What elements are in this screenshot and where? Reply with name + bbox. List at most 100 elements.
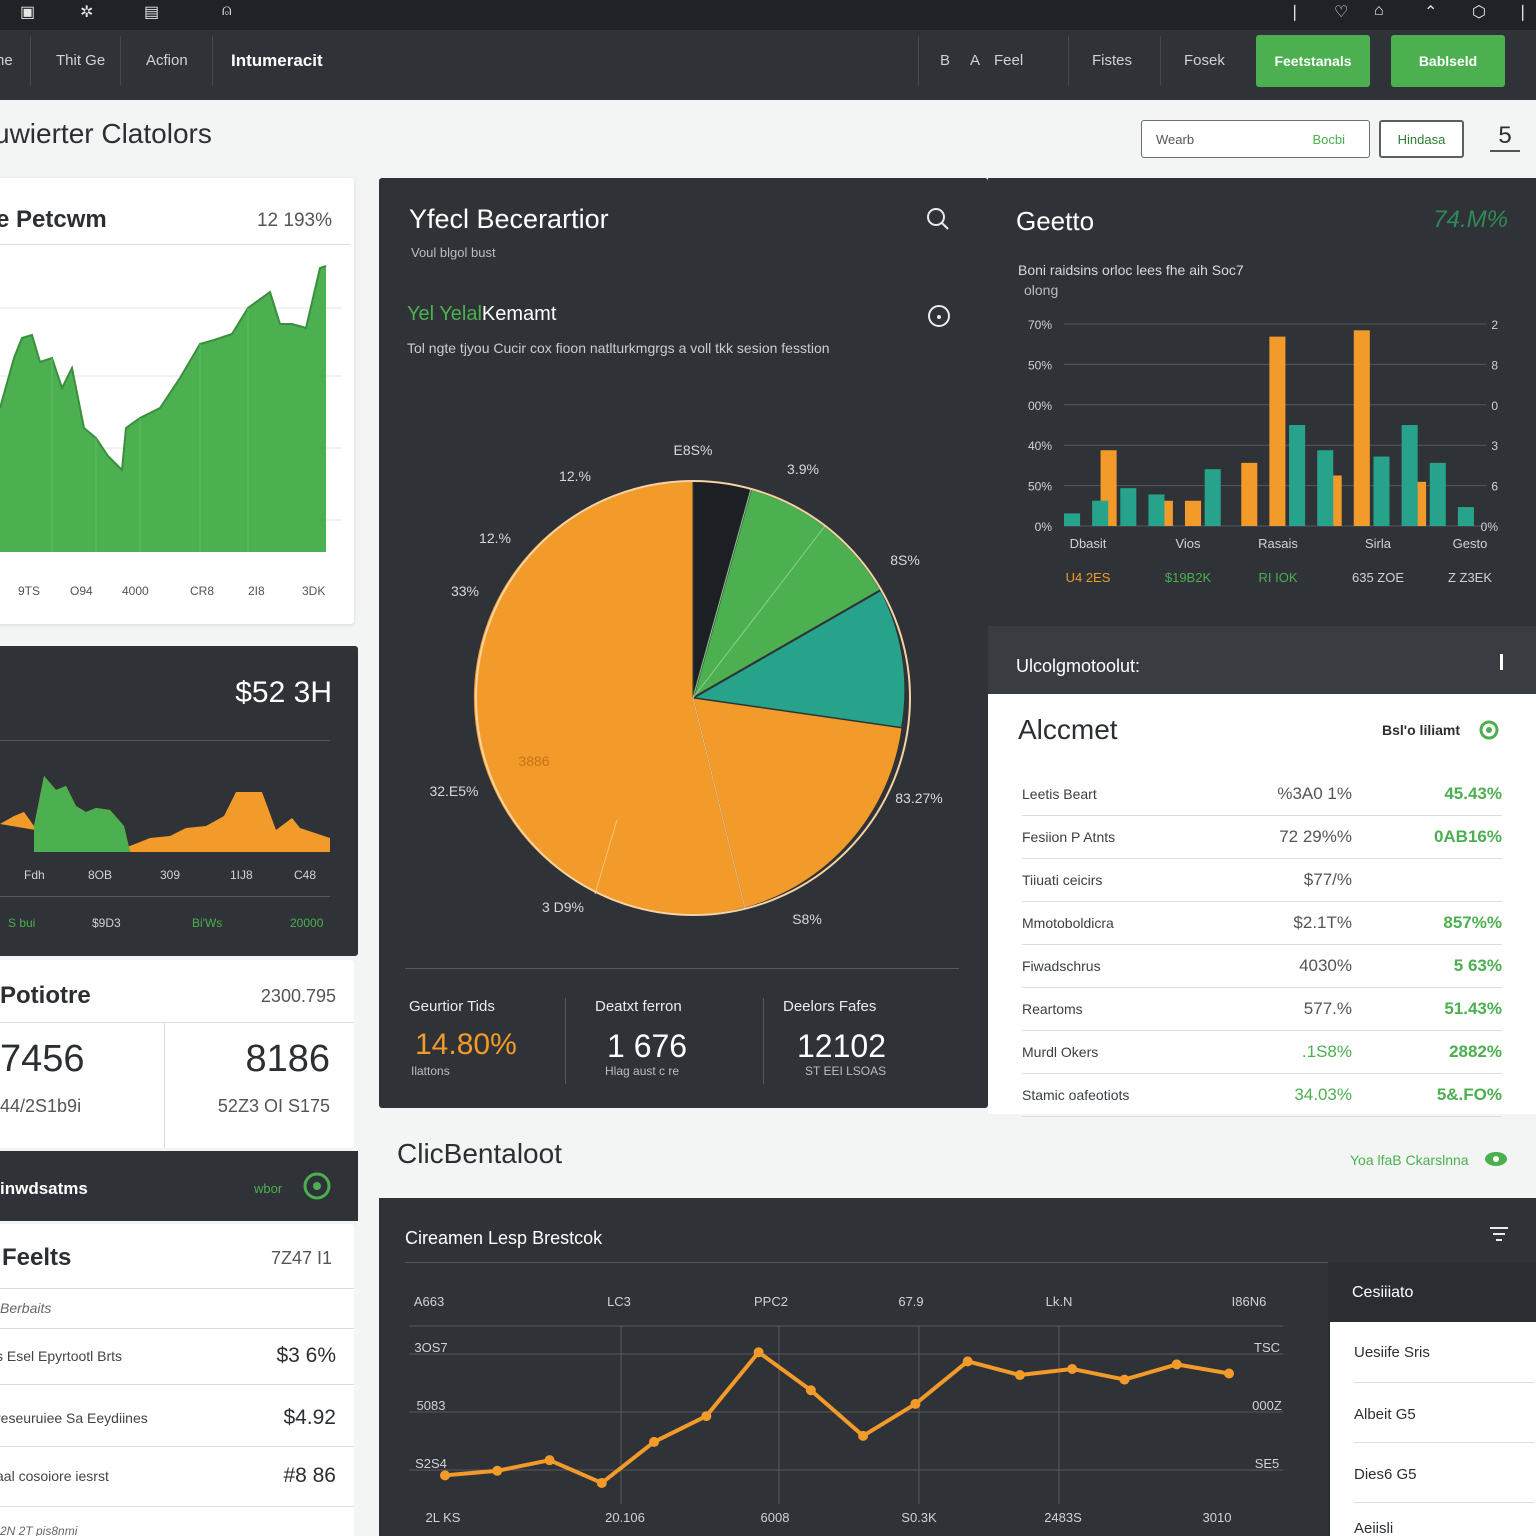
side-list-item[interactable]: Uesiife Sris (1354, 1344, 1430, 1361)
line-chart-panel: Cireamen Lesp Brestcok A663 LC3 PPC2 67.9 Lk… (379, 1198, 1536, 1536)
performance-title: e Petcwm (0, 206, 107, 233)
pie-label: 3886 (518, 753, 549, 769)
row-label: Fesiion P Atnts (1022, 829, 1116, 845)
grid-icon[interactable]: ▤ (144, 4, 160, 21)
y-tick-label: 00% (1028, 399, 1052, 413)
performance-area-chart (0, 265, 342, 552)
user-icon[interactable]: ⍝ (222, 2, 232, 19)
search-button-label[interactable]: Bocbi (1312, 132, 1345, 147)
allocation-header: Ulcolgmotoolut: (1016, 656, 1141, 676)
divider (0, 1022, 354, 1023)
bar (1064, 513, 1081, 526)
geetto-panel: Geetto 74.M% Boni raidsins orloc lees fh… (988, 178, 1536, 626)
side-list-item[interactable]: Dies6 G5 (1354, 1466, 1417, 1483)
stat-value: 14.80% (415, 1028, 517, 1061)
more-icon[interactable] (1500, 654, 1503, 670)
settings-circle-icon[interactable] (1478, 719, 1500, 741)
refresh-icon[interactable] (302, 1171, 332, 1201)
row-label: Murdl Okers (1022, 1044, 1099, 1060)
system-top-bar: ▣ ✲ ▤ ⍝ ❘ ♡ ⌂ ⌃ ⬡ ❘ (0, 0, 1536, 30)
allocation-row[interactable]: Fesiion P Atnts 72 29%% 0AB16% (1022, 817, 1502, 859)
row-change: 0AB16% (1433, 827, 1502, 846)
allocation-row[interactable]: Reartoms 577.% 51.43% (1022, 989, 1502, 1031)
data-point (544, 1455, 555, 1466)
side-list-item[interactable]: Albeit G5 (1354, 1406, 1416, 1423)
main-nav-bar: he Thit Ge Acfion Intumeracit B A Feel F… (0, 30, 1536, 100)
x-tick-label: 2L KS (426, 1510, 461, 1525)
nav-item-fosek[interactable]: Fosek (1184, 52, 1225, 69)
nav-item-instrument[interactable]: Intumeracit (231, 51, 323, 70)
nav-item-fistes[interactable]: Fistes (1092, 52, 1133, 69)
row-label: Leetis Beart (1022, 786, 1097, 802)
bottom-section-title: ClicBentaloot (397, 1138, 562, 1169)
allocation-row[interactable]: Murdl Okers .1S8% 2882% (1022, 1032, 1502, 1074)
x-tick-label: 20.106 (605, 1510, 645, 1525)
lock-icon[interactable]: ⌂ (1374, 2, 1384, 19)
allocation-row[interactable]: Tiiuati ceicirs $77/% (1022, 860, 1502, 902)
chart-icon[interactable]: ▣ (20, 4, 36, 21)
nav-item-b[interactable]: B (940, 52, 951, 69)
top-label: I86N6 (1232, 1294, 1267, 1309)
info-circle-icon[interactable] (927, 304, 951, 328)
data-point (649, 1436, 660, 1447)
row-label: Tiiuati ceicirs (1022, 872, 1103, 888)
divider (405, 968, 959, 969)
bottom-label: Bi'Ws (192, 916, 223, 930)
portfolio-right-value: 8186 (245, 1038, 330, 1080)
y-tick-label-right: 8 (1491, 358, 1498, 372)
data-point (1014, 1370, 1025, 1381)
portfolio-title: Potiotre (0, 982, 91, 1009)
secondary-nav-button[interactable]: Bablseld (1391, 35, 1505, 87)
portfolio-right-sub: 52Z3 OI S175 (217, 1096, 330, 1116)
nav-item-feel[interactable]: Feel (994, 52, 1024, 69)
home-icon[interactable]: ⌃ (1424, 4, 1438, 21)
row-label: Reartoms (1022, 1001, 1083, 1017)
geetto-value: 74.M% (1433, 206, 1508, 233)
heart-icon[interactable]: ♡ (1334, 4, 1349, 21)
sparkle-icon[interactable]: ✲ (80, 4, 94, 21)
instruments-link[interactable]: wbor (254, 1181, 283, 1196)
bar (1373, 456, 1390, 526)
allocation-row[interactable]: Stamic oafeotiots 34.03% 5&.FO% (1022, 1075, 1502, 1117)
row-value: 72 29%% (1279, 827, 1352, 846)
nav-item-action[interactable]: Acfion (146, 52, 188, 69)
stat-label: Geurtior Tids (409, 998, 495, 1015)
row-change: 51.43% (1444, 999, 1502, 1018)
data-point (701, 1411, 712, 1422)
bar (1353, 330, 1370, 526)
bottom-section-link[interactable]: Yoa lfaB Ckarslnna (1350, 1152, 1469, 1168)
nav-item-a[interactable]: A (970, 52, 981, 69)
primary-nav-button[interactable]: Feetstanals (1256, 35, 1370, 87)
axis-label: 309 (160, 868, 181, 882)
shield-icon[interactable]: ⬡ (1472, 4, 1486, 21)
divider (1354, 1442, 1534, 1443)
allocation-row[interactable]: Fiwadschrus 4030% 5 63% (1022, 946, 1502, 988)
info-icon[interactable]: ❘ (1288, 4, 1302, 21)
allocation-link[interactable]: Bsl'o liliamt (1382, 722, 1461, 738)
eye-icon[interactable] (1484, 1150, 1508, 1168)
bar (1269, 336, 1286, 526)
allocation-row[interactable]: Leetis Beart %3A0 1% 45.43% (1022, 774, 1502, 816)
side-list-item[interactable]: Aeiisli (1354, 1520, 1394, 1536)
row-change: 857%% (1443, 913, 1502, 932)
menu-icon[interactable]: ❘ (1516, 4, 1530, 21)
nav-item-home[interactable]: he (0, 52, 13, 69)
bottom-value: U4 2ES (1066, 570, 1111, 585)
top-label: Lk.N (1046, 1294, 1073, 1309)
data-point (1067, 1363, 1078, 1374)
pie-label: 32.E5% (429, 783, 478, 799)
menu-toggle-icon[interactable] (1487, 1222, 1511, 1244)
allocation-row[interactable]: Mmotoboldicra $2.1T% 857%% (1022, 903, 1502, 945)
data-point (805, 1385, 816, 1396)
feels-row-value: $3 6% (276, 1344, 336, 1367)
nav-item-thit-ge[interactable]: Thit Ge (56, 52, 106, 69)
line-panel-title: Cireamen Lesp Brestcok (405, 1228, 603, 1248)
filter-button[interactable]: Hindasa (1379, 120, 1464, 158)
axis-label: Fdh (24, 868, 45, 882)
page-number[interactable]: 5 (1490, 122, 1520, 152)
search-icon[interactable] (925, 206, 951, 232)
top-label: A663 (414, 1294, 444, 1309)
stat-value: 1 676 (607, 1028, 688, 1064)
search-input[interactable]: Wearb Bocbi (1141, 120, 1370, 158)
divider (1354, 1382, 1534, 1383)
